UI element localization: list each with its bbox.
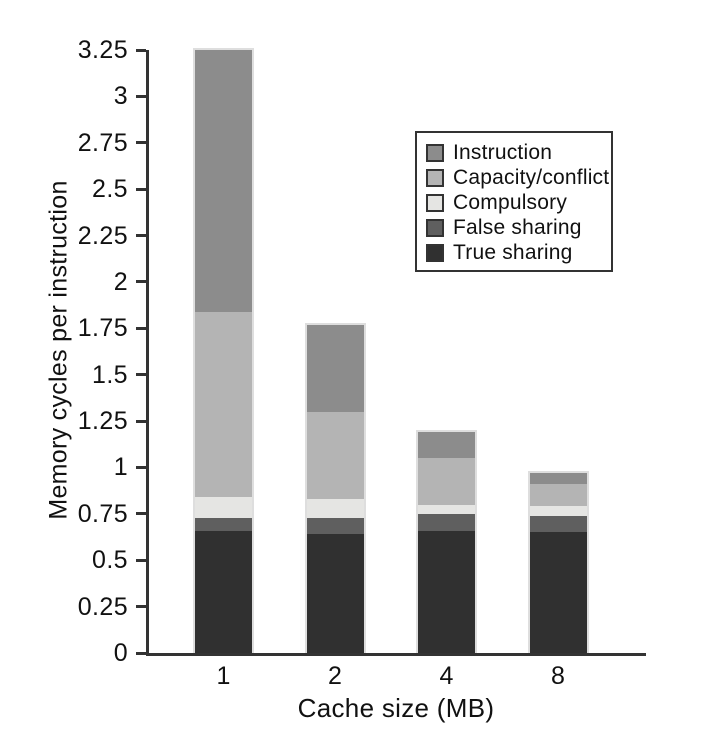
- x-axis-title: Cache size (MB): [297, 693, 495, 723]
- y-tick-label: 2: [113, 267, 128, 296]
- y-tick-mark: [136, 465, 146, 469]
- y-tick-mark: [136, 94, 146, 98]
- x-tick-label: 4: [439, 662, 454, 690]
- bar-cache-8mb: [527, 471, 589, 653]
- legend-item-label: Instruction: [453, 140, 553, 164]
- legend-item-compulsory: Compulsory: [426, 190, 611, 215]
- segment-capacity-conflict: [529, 484, 587, 507]
- x-tick-label: 1: [216, 662, 231, 690]
- y-tick-label: 1: [113, 453, 128, 482]
- legend: Instruction Capacity/conflict Compulsory…: [415, 131, 613, 272]
- y-tick-mark: [136, 558, 146, 562]
- bar-cache-2mb: [304, 322, 366, 653]
- segment-compulsory: [529, 506, 587, 516]
- y-tick-label: 2.75: [77, 128, 128, 157]
- y-tick-mark: [136, 234, 146, 238]
- legend-item-instruction: Instruction: [426, 140, 611, 165]
- plot-area: 0 0.25 0.5 0.75 1 1.25 1.5 1.75 2 2.25 2.5 2.75 3 3.2…: [78, 36, 646, 690]
- segment-true-sharing: [306, 534, 364, 653]
- legend-item-false-sharing: False sharing: [426, 215, 611, 240]
- segment-instruction: [195, 50, 252, 312]
- segment-instruction: [306, 324, 364, 412]
- legend-item-label: Compulsory: [453, 190, 568, 214]
- segment-capacity-conflict: [418, 458, 475, 505]
- y-tick-label: 1.75: [77, 314, 128, 343]
- y-tick-mark: [136, 48, 146, 52]
- y-tick-label: 3.25: [77, 36, 128, 64]
- segment-compulsory: [418, 504, 475, 514]
- y-tick-label: 0: [113, 639, 128, 667]
- legend-item-label: Capacity/conflict: [453, 165, 610, 189]
- segment-false-sharing: [306, 517, 364, 535]
- y-tick-mark: [136, 187, 146, 191]
- false-sharing-swatch-icon: [426, 218, 444, 237]
- segment-instruction: [418, 432, 475, 459]
- segment-true-sharing: [195, 530, 252, 653]
- y-tick-label: 2.5: [92, 175, 128, 204]
- segment-compulsory: [306, 499, 364, 518]
- segment-instruction: [529, 473, 587, 485]
- segment-true-sharing: [418, 530, 475, 653]
- bar-cache-4mb: [416, 430, 477, 653]
- y-tick-mark: [136, 651, 146, 655]
- y-tick-label: 3: [113, 82, 128, 111]
- y-tick-label: 2.25: [77, 221, 128, 250]
- legend-item-true-sharing: True sharing: [426, 240, 611, 265]
- y-tick-mark: [136, 419, 146, 423]
- legend-item-label: True sharing: [453, 240, 573, 264]
- segment-capacity-conflict: [195, 311, 252, 498]
- segment-false-sharing: [195, 517, 252, 531]
- y-tick-mark: [136, 280, 146, 284]
- segment-false-sharing: [418, 513, 475, 531]
- y-tick-mark: [136, 326, 146, 330]
- y-tick-mark: [136, 141, 146, 145]
- compulsory-swatch-icon: [426, 193, 444, 212]
- y-tick-label: 1.25: [77, 407, 128, 436]
- capacity-conflict-swatch-icon: [426, 168, 444, 187]
- bar-cache-1mb: [193, 48, 254, 653]
- x-tick-label: 8: [551, 662, 565, 690]
- legend-item-label: False sharing: [453, 215, 582, 239]
- y-tick-label: 1.5: [92, 360, 128, 389]
- y-tick-label: 0.5: [92, 546, 128, 575]
- legend-item-capacity-conflict: Capacity/conflict: [426, 165, 611, 190]
- y-tick-mark: [136, 512, 146, 516]
- segment-compulsory: [195, 497, 252, 518]
- segment-false-sharing: [529, 515, 587, 533]
- segment-true-sharing: [529, 532, 587, 653]
- x-tick-label: 2: [328, 662, 342, 690]
- y-tick-mark: [136, 373, 146, 377]
- y-tick-label: 0.25: [77, 592, 128, 621]
- instruction-swatch-icon: [426, 143, 444, 162]
- y-tick-mark: [136, 605, 146, 609]
- true-sharing-swatch-icon: [426, 243, 444, 262]
- y-tick-label: 0.75: [77, 499, 128, 528]
- segment-capacity-conflict: [306, 411, 364, 500]
